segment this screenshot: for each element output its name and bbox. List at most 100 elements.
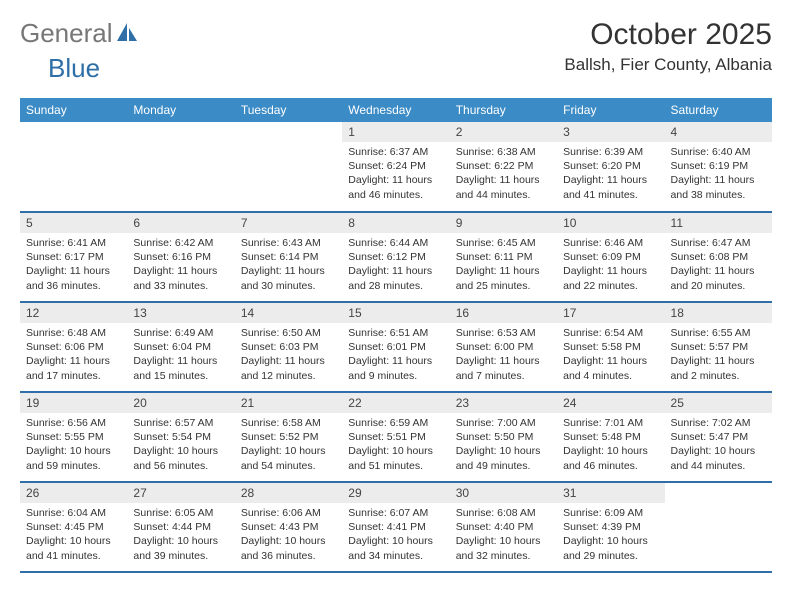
day-info: Sunrise: 6:08 AMSunset: 4:40 PMDaylight:… [450,503,557,567]
calendar-cell: 1Sunrise: 6:37 AMSunset: 6:24 PMDaylight… [342,122,449,212]
day-number: 20 [127,393,234,413]
calendar-cell: 4Sunrise: 6:40 AMSunset: 6:19 PMDaylight… [665,122,772,212]
calendar-cell: 15Sunrise: 6:51 AMSunset: 6:01 PMDayligh… [342,302,449,392]
calendar-table: Sunday Monday Tuesday Wednesday Thursday… [20,98,772,573]
calendar-cell: 2Sunrise: 6:38 AMSunset: 6:22 PMDaylight… [450,122,557,212]
day-number: 5 [20,213,127,233]
day-number: 25 [665,393,772,413]
calendar-cell: 20Sunrise: 6:57 AMSunset: 5:54 PMDayligh… [127,392,234,482]
day-info: Sunrise: 6:04 AMSunset: 4:45 PMDaylight:… [20,503,127,567]
day-number: 28 [235,483,342,503]
day-number: 2 [450,122,557,142]
day-info: Sunrise: 6:41 AMSunset: 6:17 PMDaylight:… [20,233,127,297]
page-title: October 2025 [564,18,772,52]
weekday-header: Thursday [450,98,557,122]
day-info: Sunrise: 6:47 AMSunset: 6:08 PMDaylight:… [665,233,772,297]
weekday-header: Tuesday [235,98,342,122]
day-info: Sunrise: 6:56 AMSunset: 5:55 PMDaylight:… [20,413,127,477]
calendar-cell: 9Sunrise: 6:45 AMSunset: 6:11 PMDaylight… [450,212,557,302]
day-number: 16 [450,303,557,323]
calendar-cell: 16Sunrise: 6:53 AMSunset: 6:00 PMDayligh… [450,302,557,392]
day-info: Sunrise: 6:55 AMSunset: 5:57 PMDaylight:… [665,323,772,387]
calendar-cell: 22Sunrise: 6:59 AMSunset: 5:51 PMDayligh… [342,392,449,482]
day-number: 11 [665,213,772,233]
sail-icon [116,22,138,42]
calendar-cell [127,122,234,212]
day-number: 4 [665,122,772,142]
calendar-cell: 10Sunrise: 6:46 AMSunset: 6:09 PMDayligh… [557,212,664,302]
day-info: Sunrise: 6:59 AMSunset: 5:51 PMDaylight:… [342,413,449,477]
day-number: 6 [127,213,234,233]
calendar-cell: 13Sunrise: 6:49 AMSunset: 6:04 PMDayligh… [127,302,234,392]
day-number: 7 [235,213,342,233]
day-info: Sunrise: 7:00 AMSunset: 5:50 PMDaylight:… [450,413,557,477]
calendar-cell: 24Sunrise: 7:01 AMSunset: 5:48 PMDayligh… [557,392,664,482]
calendar-cell: 5Sunrise: 6:41 AMSunset: 6:17 PMDaylight… [20,212,127,302]
logo-text-2: Blue [48,53,100,84]
day-number: 31 [557,483,664,503]
day-info: Sunrise: 6:51 AMSunset: 6:01 PMDaylight:… [342,323,449,387]
day-number: 29 [342,483,449,503]
day-info: Sunrise: 6:07 AMSunset: 4:41 PMDaylight:… [342,503,449,567]
day-info: Sunrise: 7:02 AMSunset: 5:47 PMDaylight:… [665,413,772,477]
day-number: 22 [342,393,449,413]
day-info: Sunrise: 6:37 AMSunset: 6:24 PMDaylight:… [342,142,449,206]
calendar-cell: 17Sunrise: 6:54 AMSunset: 5:58 PMDayligh… [557,302,664,392]
calendar-cell: 27Sunrise: 6:05 AMSunset: 4:44 PMDayligh… [127,482,234,572]
day-number: 12 [20,303,127,323]
weekday-row: Sunday Monday Tuesday Wednesday Thursday… [20,98,772,122]
calendar-cell: 28Sunrise: 6:06 AMSunset: 4:43 PMDayligh… [235,482,342,572]
day-number: 17 [557,303,664,323]
day-number: 27 [127,483,234,503]
calendar-cell: 21Sunrise: 6:58 AMSunset: 5:52 PMDayligh… [235,392,342,482]
calendar-cell: 29Sunrise: 6:07 AMSunset: 4:41 PMDayligh… [342,482,449,572]
day-number: 26 [20,483,127,503]
weekday-header: Monday [127,98,234,122]
logo: General [20,18,138,49]
day-info: Sunrise: 6:06 AMSunset: 4:43 PMDaylight:… [235,503,342,567]
day-number: 23 [450,393,557,413]
day-number: 13 [127,303,234,323]
day-number: 24 [557,393,664,413]
day-info: Sunrise: 6:45 AMSunset: 6:11 PMDaylight:… [450,233,557,297]
day-info: Sunrise: 6:43 AMSunset: 6:14 PMDaylight:… [235,233,342,297]
calendar-cell: 19Sunrise: 6:56 AMSunset: 5:55 PMDayligh… [20,392,127,482]
day-info: Sunrise: 6:38 AMSunset: 6:22 PMDaylight:… [450,142,557,206]
weekday-header: Sunday [20,98,127,122]
calendar-cell: 30Sunrise: 6:08 AMSunset: 4:40 PMDayligh… [450,482,557,572]
calendar-row: 5Sunrise: 6:41 AMSunset: 6:17 PMDaylight… [20,212,772,302]
calendar-cell: 26Sunrise: 6:04 AMSunset: 4:45 PMDayligh… [20,482,127,572]
calendar-cell: 23Sunrise: 7:00 AMSunset: 5:50 PMDayligh… [450,392,557,482]
day-number: 3 [557,122,664,142]
day-info: Sunrise: 6:48 AMSunset: 6:06 PMDaylight:… [20,323,127,387]
calendar-row: 12Sunrise: 6:48 AMSunset: 6:06 PMDayligh… [20,302,772,392]
calendar-cell [665,482,772,572]
day-info: Sunrise: 6:53 AMSunset: 6:00 PMDaylight:… [450,323,557,387]
calendar-cell: 25Sunrise: 7:02 AMSunset: 5:47 PMDayligh… [665,392,772,482]
day-info: Sunrise: 6:42 AMSunset: 6:16 PMDaylight:… [127,233,234,297]
day-info: Sunrise: 6:54 AMSunset: 5:58 PMDaylight:… [557,323,664,387]
day-number: 21 [235,393,342,413]
day-info: Sunrise: 6:44 AMSunset: 6:12 PMDaylight:… [342,233,449,297]
calendar-cell: 18Sunrise: 6:55 AMSunset: 5:57 PMDayligh… [665,302,772,392]
calendar-cell: 14Sunrise: 6:50 AMSunset: 6:03 PMDayligh… [235,302,342,392]
day-number: 19 [20,393,127,413]
day-number: 8 [342,213,449,233]
day-info: Sunrise: 6:40 AMSunset: 6:19 PMDaylight:… [665,142,772,206]
day-info: Sunrise: 6:46 AMSunset: 6:09 PMDaylight:… [557,233,664,297]
weekday-header: Friday [557,98,664,122]
calendar-row: 19Sunrise: 6:56 AMSunset: 5:55 PMDayligh… [20,392,772,482]
day-number: 14 [235,303,342,323]
day-info: Sunrise: 6:49 AMSunset: 6:04 PMDaylight:… [127,323,234,387]
calendar-cell [20,122,127,212]
weekday-header: Saturday [665,98,772,122]
calendar-cell [235,122,342,212]
calendar-cell: 12Sunrise: 6:48 AMSunset: 6:06 PMDayligh… [20,302,127,392]
location: Ballsh, Fier County, Albania [564,55,772,75]
day-number: 10 [557,213,664,233]
day-info: Sunrise: 6:50 AMSunset: 6:03 PMDaylight:… [235,323,342,387]
weekday-header: Wednesday [342,98,449,122]
calendar-row: 1Sunrise: 6:37 AMSunset: 6:24 PMDaylight… [20,122,772,212]
calendar-cell: 11Sunrise: 6:47 AMSunset: 6:08 PMDayligh… [665,212,772,302]
day-info: Sunrise: 7:01 AMSunset: 5:48 PMDaylight:… [557,413,664,477]
